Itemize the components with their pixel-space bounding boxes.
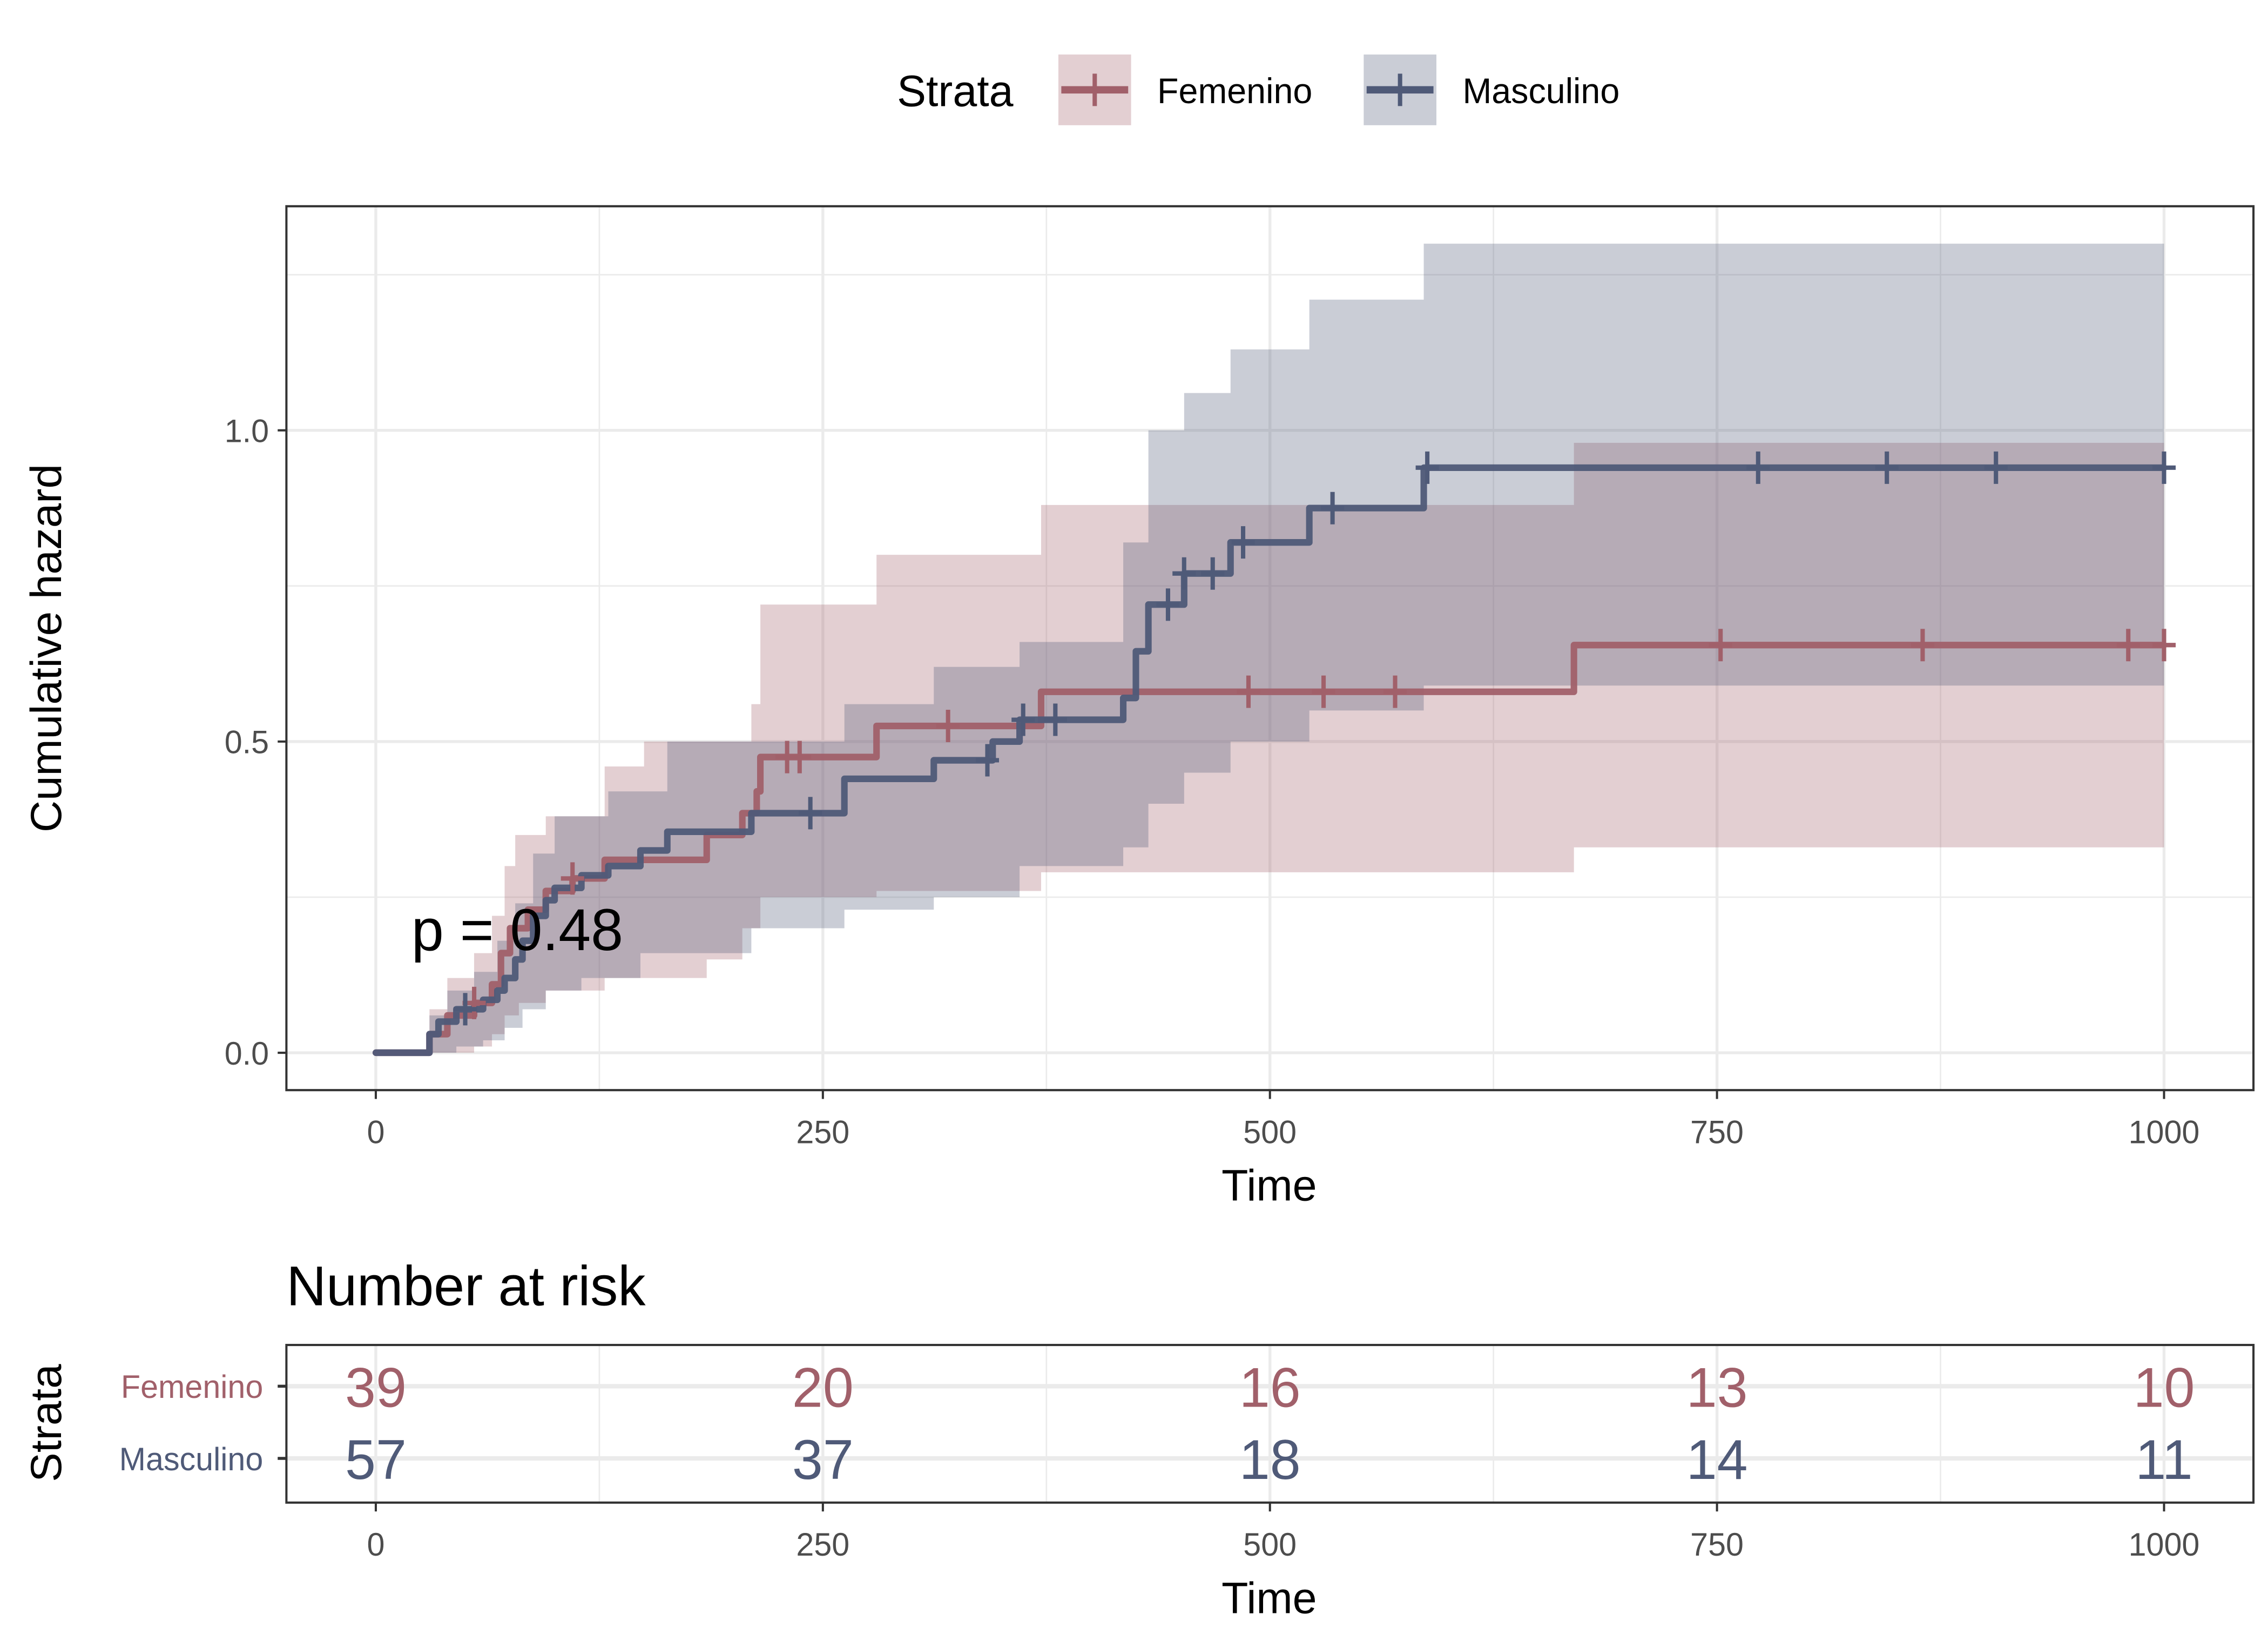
censor-mark-masculino: [1984, 451, 2008, 484]
censor-mark-femenino: [788, 741, 812, 773]
censor-mark-femenino: [1911, 629, 1934, 662]
risk-table-x-label: Time: [1221, 1573, 1317, 1620]
censor-mark-masculino: [799, 797, 822, 830]
y-tick-label: 1.0: [225, 413, 269, 449]
risk-value-masculino: 57: [345, 1429, 407, 1491]
censor-mark-femenino: [1709, 629, 1732, 662]
risk-table-y-axis: Femenino Masculino: [119, 1369, 287, 1477]
risk-x-tick-label: 0: [367, 1526, 384, 1563]
risk-table-gridlines: [286, 1345, 2254, 1503]
legend-key-femenino: [1058, 54, 1131, 125]
censor-mark-masculino: [975, 744, 1000, 777]
legend-label-femenino: Femenino: [1157, 71, 1312, 111]
censor-mark-femenino: [2116, 629, 2140, 662]
censor-mark-masculino: [453, 993, 477, 1026]
censor-mark-masculino: [1043, 703, 1067, 736]
censor-mark-femenino: [1237, 675, 1260, 708]
legend: Strata Femenino Masculino: [897, 54, 1619, 125]
censor-mark-masculino: [1875, 451, 1899, 484]
risk-table-values: 39 20 16 13 10 57 37 18 14 11: [345, 1356, 2195, 1491]
main-plot-panel: p = 0.48: [285, 205, 2255, 1092]
legend-label-masculino: Masculino: [1462, 71, 1619, 111]
curve-masculino: [372, 464, 2168, 1057]
legend-title: Strata: [897, 66, 1014, 116]
censor-mark-masculino: [2152, 451, 2176, 484]
censor-mark-masculino: [1415, 451, 1439, 484]
risk-x-tick-label: 750: [1690, 1526, 1744, 1563]
risk-table-title: Number at risk: [286, 1255, 646, 1317]
risk-value-masculino: 11: [2135, 1429, 2192, 1491]
x-tick-label: 250: [796, 1114, 849, 1150]
x-tick-label: 1000: [2129, 1114, 2200, 1150]
legend-key-masculino: [1364, 54, 1436, 125]
risk-row-label-femenino: Femenino: [121, 1369, 263, 1405]
x-axis: 0 250 500 750 1000: [367, 1090, 2199, 1150]
risk-value-masculino: 18: [1239, 1429, 1301, 1491]
censor-mark-femenino: [1312, 675, 1335, 708]
risk-table-x-axis: 0 250 500 750 1000: [367, 1502, 2200, 1563]
x-tick-label: 0: [367, 1114, 384, 1150]
censor-mark-femenino: [561, 862, 584, 895]
censor-mark-masculino: [1231, 526, 1255, 559]
censor-mark-masculino: [1011, 703, 1035, 736]
censor-mark-masculino: [1746, 451, 1770, 484]
risk-table-y-label: Strata: [22, 1364, 71, 1482]
ci-band-femenino: [375, 442, 2164, 1053]
x-tick-label: 500: [1243, 1114, 1297, 1150]
ci-band-masculino: [375, 244, 2164, 1053]
risk-value-femenino: 10: [2134, 1356, 2195, 1419]
x-axis-label: Time: [1221, 1161, 1317, 1210]
censor-mark-femenino: [1383, 675, 1407, 708]
censor-mark-femenino: [936, 710, 960, 743]
censor-mark-masculino: [1321, 492, 1345, 524]
p-value-annotation: p = 0.48: [411, 897, 623, 963]
y-axis-label: Cumulative hazard: [22, 464, 71, 832]
risk-x-tick-label: 500: [1243, 1526, 1297, 1563]
censor-mark-masculino: [1156, 588, 1180, 621]
censor-marks: [453, 451, 2176, 1026]
censor-mark-femenino: [2152, 629, 2176, 662]
censor-mark-masculino: [1201, 557, 1225, 590]
risk-x-tick-label: 1000: [2129, 1526, 2200, 1563]
y-tick-label: 0.5: [225, 724, 269, 760]
risk-value-femenino: 39: [345, 1356, 407, 1419]
y-axis: 0.0 0.5 1.0: [225, 413, 287, 1072]
risk-x-tick-label: 250: [796, 1526, 849, 1563]
risk-value-masculino: 14: [1686, 1429, 1748, 1491]
confidence-bands: [375, 244, 2164, 1053]
censor-mark-masculino: [1172, 557, 1196, 590]
risk-value-femenino: 13: [1686, 1356, 1748, 1419]
risk-value-femenino: 20: [792, 1356, 854, 1419]
x-tick-label: 750: [1690, 1114, 1744, 1150]
risk-row-label-masculino: Masculino: [119, 1441, 264, 1477]
risk-value-femenino: 16: [1239, 1356, 1301, 1419]
risk-value-masculino: 37: [792, 1429, 854, 1491]
y-tick-label: 0.0: [225, 1035, 269, 1072]
risk-table: Number at risk 39 20 16 13 10 57 37 18 14 11 Feme…: [22, 1255, 2255, 1623]
